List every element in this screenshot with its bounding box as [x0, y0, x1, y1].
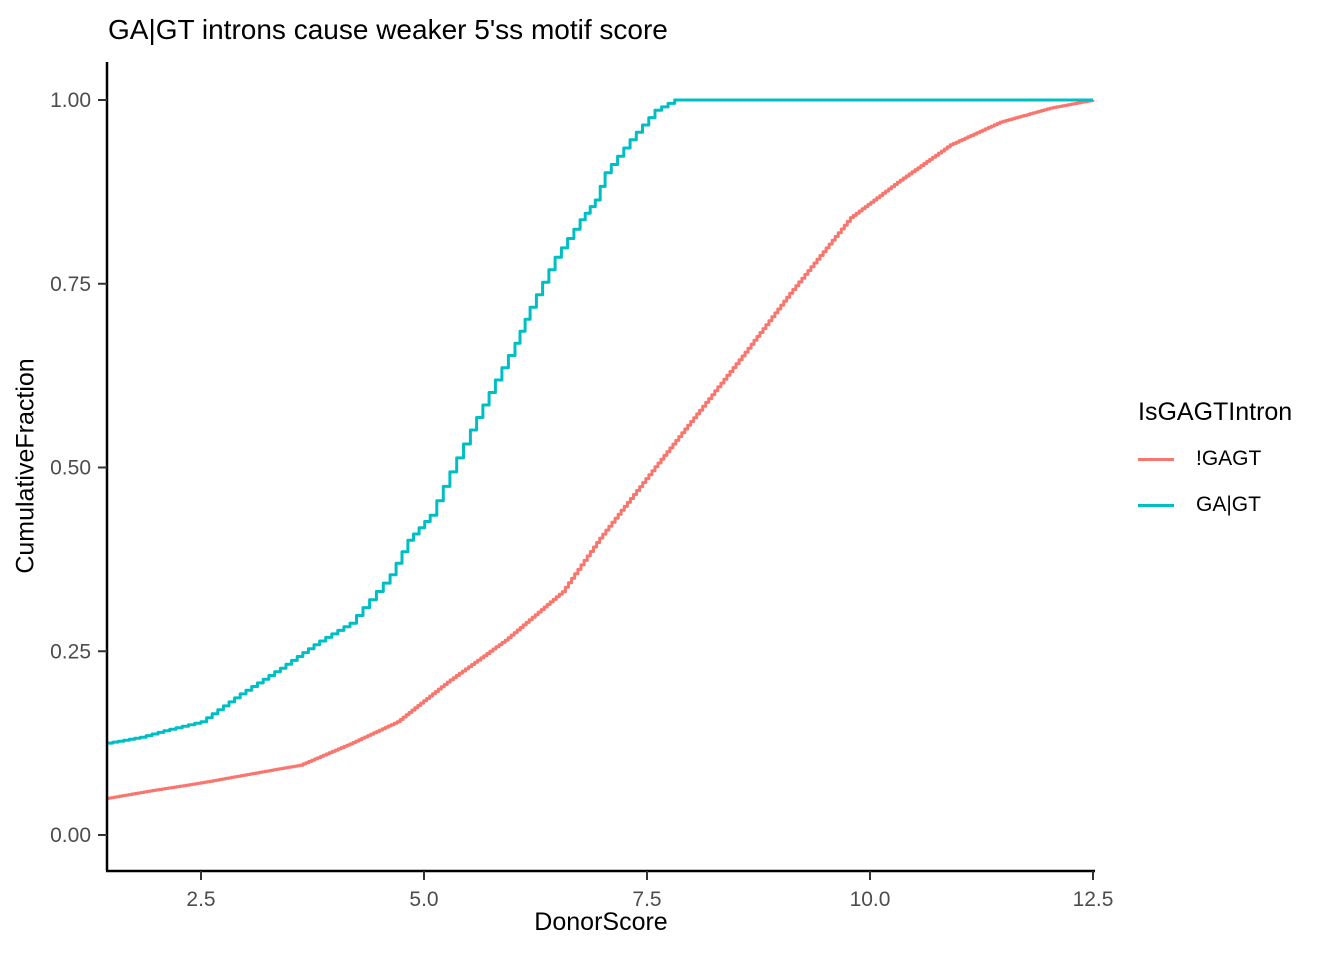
x-tick-label: 2.5: [186, 888, 215, 911]
legend-item: GA|GT: [1138, 493, 1292, 517]
x-axis-title: DonorScore: [534, 908, 668, 936]
series-line-gagt: [107, 99, 1095, 800]
y-tick-label: 0.50: [50, 457, 91, 480]
legend-label: GA|GT: [1196, 493, 1261, 516]
series-line-gagt: [107, 98, 1093, 745]
legend-item: !GAGT: [1138, 447, 1292, 471]
x-tick-label: 10.0: [850, 888, 891, 911]
x-tick-label: 5.0: [409, 888, 438, 911]
x-tick-label: 12.5: [1073, 888, 1114, 911]
legend-line-swatch-not-gagt: [1138, 457, 1174, 461]
y-tick-label: 1.00: [50, 89, 91, 112]
legend-line-swatch-gagt: [1138, 503, 1174, 507]
legend-label: !GAGT: [1196, 447, 1262, 470]
chart-title: GA|GT introns cause weaker 5'ss motif sc…: [108, 14, 668, 45]
y-axis-title: CumulativeFraction: [11, 358, 40, 574]
y-tick-label: 0.00: [50, 824, 91, 847]
y-tick-label: 0.75: [50, 273, 91, 296]
legend-title: IsGAGTIntron: [1138, 398, 1293, 426]
legend: IsGAGTIntron !GAGT GA|GT: [1138, 398, 1292, 539]
x-tick-label: 7.5: [632, 888, 661, 911]
y-tick-label: 0.25: [50, 640, 91, 663]
